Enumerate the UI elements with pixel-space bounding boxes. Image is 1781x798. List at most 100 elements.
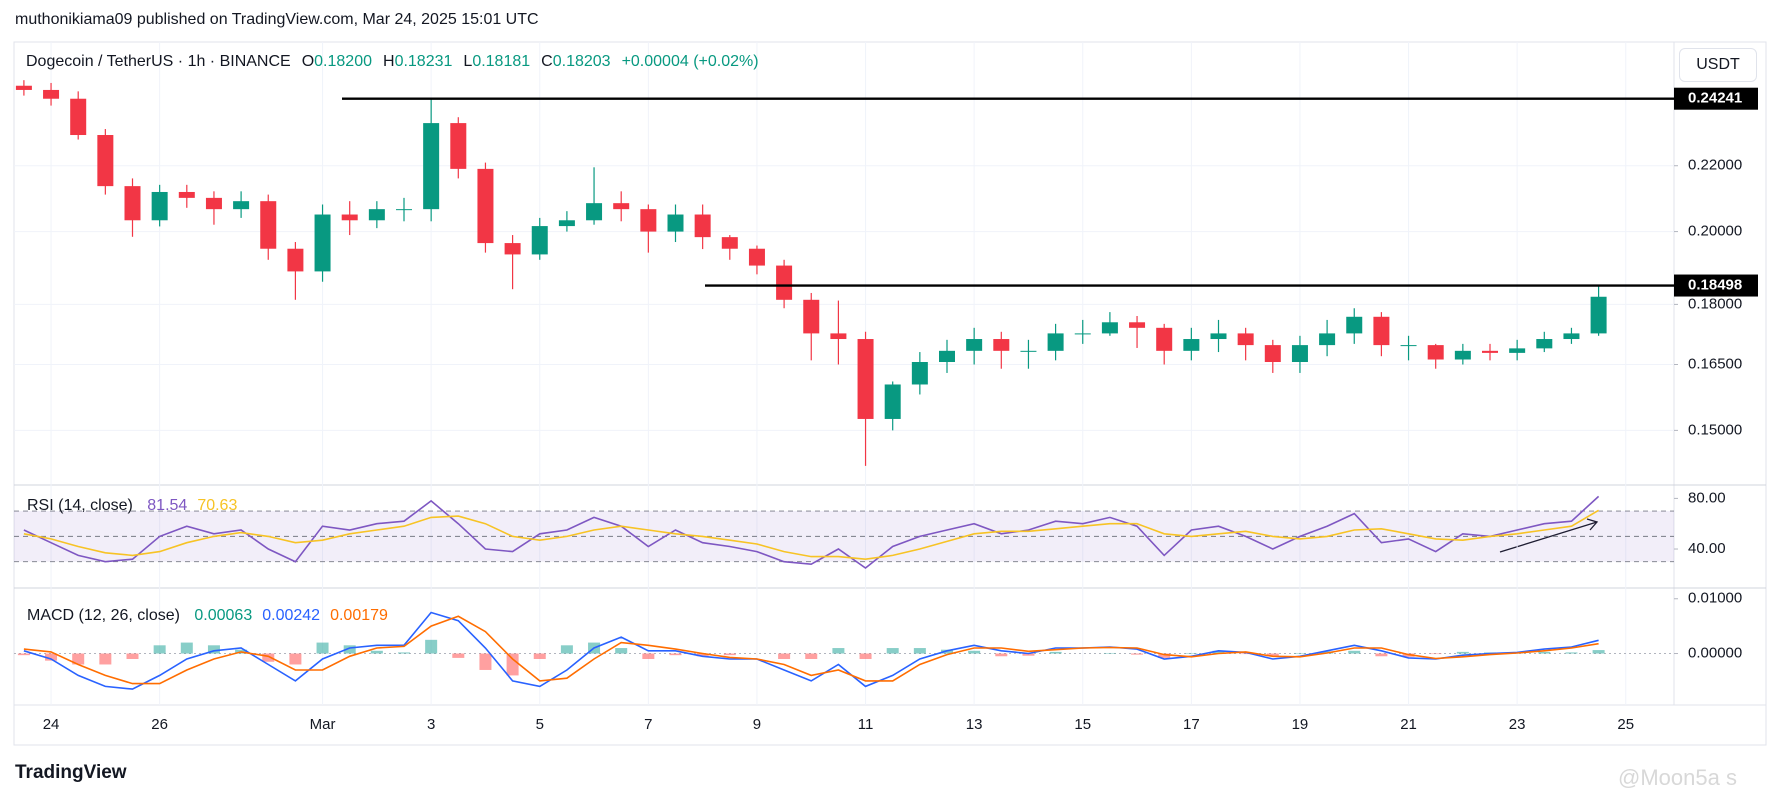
x-tick-label: 13 — [966, 716, 983, 733]
price-legend: Dogecoin / TetherUS · 1h · BINANCE O 0.18… — [26, 53, 759, 71]
candle-body — [1373, 316, 1390, 346]
candle-body — [939, 350, 955, 363]
histogram-bar — [398, 652, 410, 654]
candle-body — [178, 191, 195, 198]
ohlc-key: O — [301, 53, 315, 70]
indicator-line — [23, 611, 1599, 690]
ohlc-value: 0.18203 — [552, 53, 611, 70]
price-change: +0.00004 (+0.02%) — [621, 53, 759, 70]
candle-body — [1454, 350, 1471, 360]
candle-body — [830, 333, 847, 340]
macd-legend: MACD (12, 26, close) 0.00063 0.00242 0.001… — [27, 607, 398, 625]
y-tick-label: 0.20000 — [1688, 223, 1742, 240]
currency-button[interactable]: USDT — [1679, 48, 1757, 82]
candle-body — [1536, 339, 1553, 349]
candle-body — [1291, 345, 1308, 363]
x-tick-label: Mar — [310, 716, 336, 733]
histogram-bar — [778, 653, 791, 659]
histogram-bar — [506, 653, 519, 676]
candle-body — [640, 209, 657, 232]
candle-body — [748, 248, 765, 266]
histogram-bar — [126, 653, 139, 659]
tradingview-logo[interactable]: TradingView — [15, 762, 127, 783]
candle-body — [694, 214, 711, 238]
candle-body — [803, 299, 820, 334]
histogram-bar — [1375, 653, 1388, 657]
chart-frame — [13, 41, 1767, 746]
histogram-bar — [886, 648, 899, 654]
histogram-bar — [180, 642, 193, 654]
x-tick-label: 17 — [1183, 716, 1200, 733]
candle-body — [667, 214, 684, 232]
histogram-bar — [1266, 653, 1279, 657]
histogram-bar — [805, 653, 818, 659]
candle-body — [1264, 345, 1281, 363]
histogram-bar — [425, 639, 438, 654]
macd-value: 0.00179 — [330, 607, 388, 624]
histogram-bar — [153, 645, 166, 654]
candle-body — [124, 186, 141, 221]
histogram-bar — [1348, 650, 1361, 654]
candle-body — [233, 201, 250, 210]
x-tick-label: 9 — [753, 716, 761, 733]
histogram-bar — [859, 653, 872, 659]
histogram-bar — [370, 650, 383, 654]
candle-body — [1237, 333, 1254, 346]
candle-body — [1509, 348, 1526, 353]
histogram-bar — [995, 653, 1008, 657]
indicator-line — [23, 495, 1600, 569]
trend-arrow-head — [1586, 518, 1599, 531]
y-tick-label: 0.16500 — [1688, 355, 1742, 372]
indicator-line — [23, 509, 1600, 561]
candle-body — [151, 191, 168, 221]
candle-body — [1346, 316, 1363, 334]
candle-body — [260, 201, 277, 249]
histogram-bar — [1049, 651, 1062, 654]
histogram-bar — [1293, 652, 1306, 654]
histogram-bar — [615, 648, 628, 654]
macd-hist-value: 0.00063 — [194, 607, 253, 624]
candle-body — [314, 214, 331, 272]
histogram-bar — [1456, 651, 1469, 654]
indicator-line — [23, 615, 1599, 685]
histogram-bar — [669, 653, 682, 656]
histogram-bar — [1103, 652, 1116, 654]
candle-body — [504, 243, 521, 255]
x-tick-label: 3 — [427, 716, 435, 733]
candle-body — [423, 123, 440, 210]
histogram-bar — [1538, 651, 1551, 654]
histogram-bar — [913, 648, 926, 654]
histogram-bar — [316, 642, 329, 654]
histogram-bar — [1185, 652, 1198, 654]
ohlc-value: 0.18200 — [314, 53, 372, 70]
histogram-bar — [968, 650, 981, 654]
histogram-bar — [723, 653, 736, 656]
histogram-bar — [1239, 653, 1252, 655]
candle-body — [1129, 322, 1146, 328]
y-tick-label: 0.15000 — [1688, 421, 1742, 438]
histogram-bar — [479, 653, 492, 670]
histogram-bar — [642, 653, 655, 659]
level-label: 0.24241 — [1688, 90, 1742, 107]
histogram-bar — [289, 653, 302, 665]
histogram-bar — [1429, 653, 1442, 655]
candle-body — [966, 339, 983, 351]
histogram-bar — [343, 645, 356, 654]
histogram-bar — [1131, 653, 1144, 655]
candle-body — [1400, 345, 1417, 347]
candle-body — [287, 248, 304, 272]
x-tick-label: 21 — [1400, 716, 1417, 733]
candle-body — [1101, 322, 1118, 334]
histogram-bar — [99, 653, 112, 665]
candle-body — [1563, 333, 1580, 340]
histogram-bar — [1565, 652, 1578, 654]
trend-arrow — [1499, 521, 1598, 553]
candle-body — [857, 339, 874, 419]
candle-body — [341, 214, 358, 221]
histogram-bar — [262, 653, 275, 662]
candle-body — [1590, 296, 1607, 334]
histogram-bar — [832, 648, 845, 654]
candle-body — [911, 362, 928, 385]
